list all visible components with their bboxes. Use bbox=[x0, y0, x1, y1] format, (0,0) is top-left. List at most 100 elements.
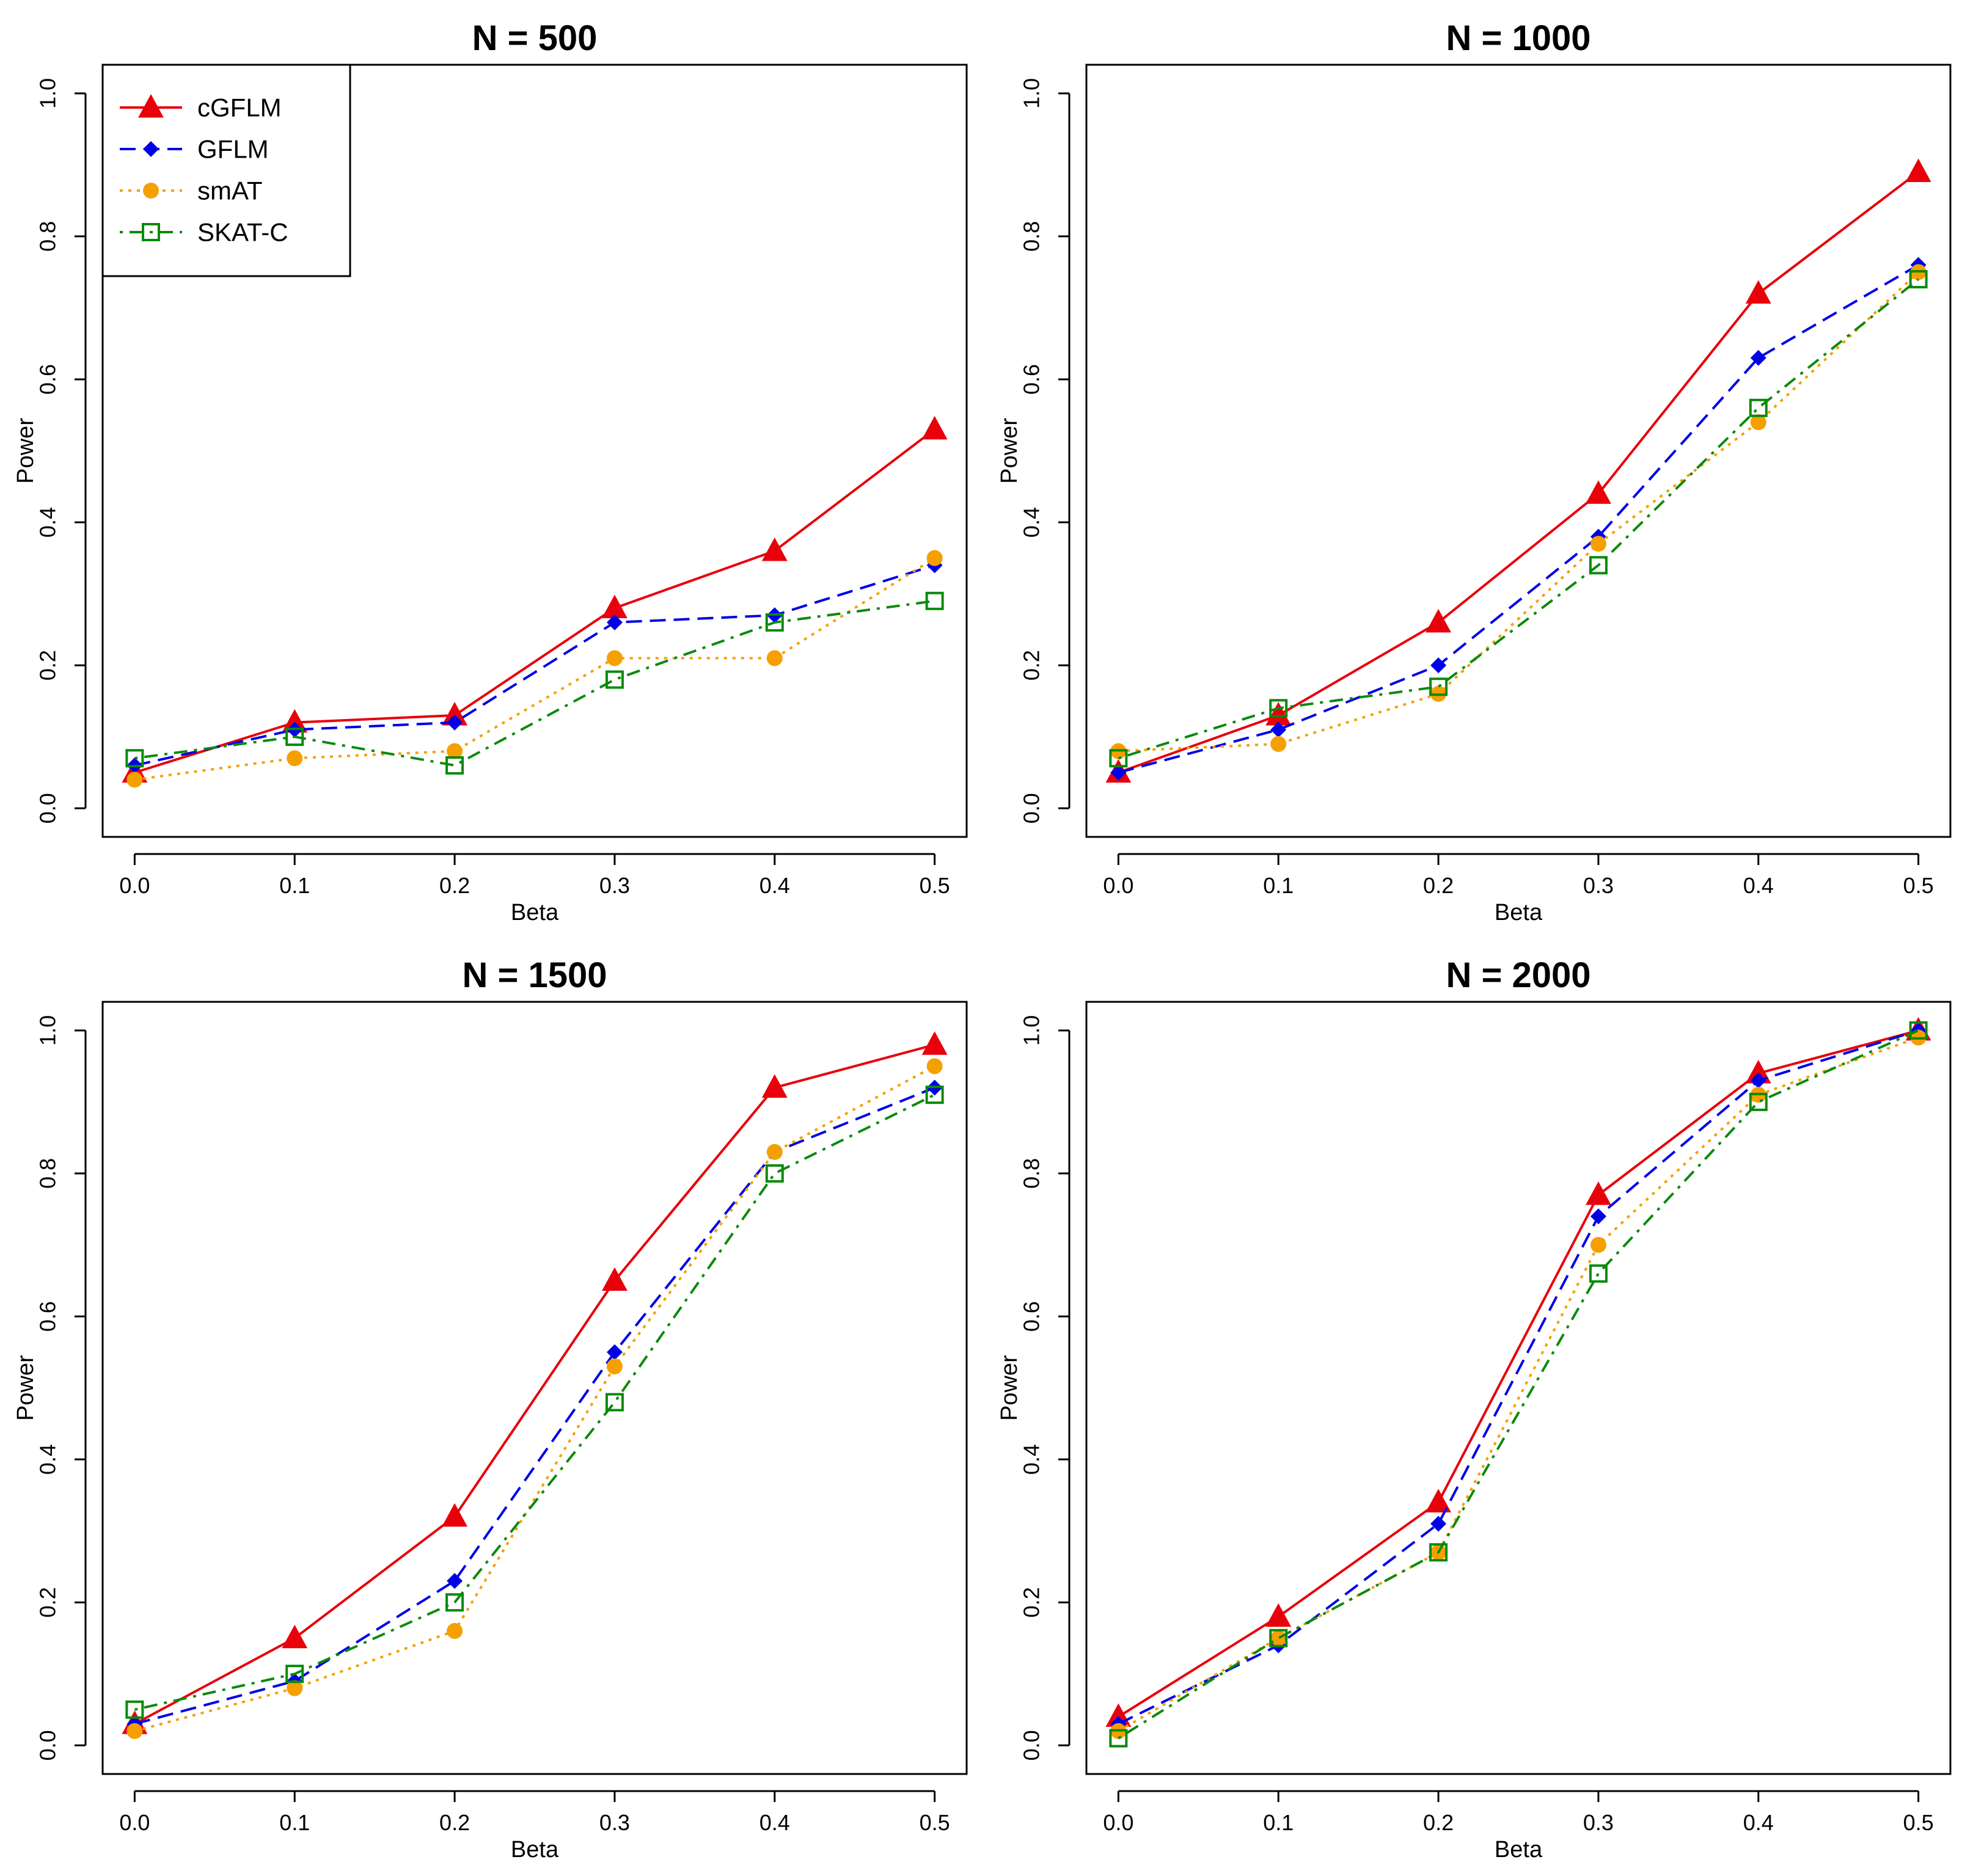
plot-frame bbox=[1085, 1001, 1952, 1775]
data-point bbox=[1905, 158, 1931, 183]
y-tick-label: 0.4 bbox=[35, 507, 60, 538]
data-point bbox=[1586, 480, 1611, 504]
data-point bbox=[282, 709, 308, 733]
y-tick-label: 0.0 bbox=[35, 793, 60, 823]
y-tick-label: 0.2 bbox=[1019, 1587, 1044, 1618]
x-tick-label: 0.4 bbox=[1743, 873, 1774, 898]
data-point bbox=[925, 1086, 944, 1104]
data-point bbox=[765, 1164, 784, 1183]
x-tick-label: 0.5 bbox=[920, 873, 950, 898]
data-point bbox=[761, 537, 788, 561]
data-point bbox=[1749, 398, 1768, 417]
data-point bbox=[606, 1358, 623, 1374]
data-point bbox=[442, 1503, 467, 1527]
plot-frame bbox=[1085, 64, 1952, 838]
data-point bbox=[1590, 1236, 1606, 1253]
data-point bbox=[125, 749, 144, 768]
y-tick-label: 0.4 bbox=[1019, 507, 1044, 538]
y-tick-label: 0.8 bbox=[1019, 221, 1044, 252]
x-tick-label: 0.4 bbox=[760, 1810, 790, 1835]
chart-panel-4: N = 2000 0.0 0.1 0.2 0.3 0.4 0.5 Beta 0.0 0.2 0.4 0… bbox=[997, 955, 1952, 1863]
data-point bbox=[1430, 657, 1447, 674]
series-gflm bbox=[1110, 1022, 1927, 1732]
data-point bbox=[1586, 1181, 1611, 1205]
series-skat-c bbox=[1109, 270, 1928, 768]
data-point bbox=[447, 1622, 463, 1639]
series-line bbox=[134, 564, 935, 767]
data-point bbox=[1589, 556, 1608, 575]
y-axis-label: Power bbox=[13, 1355, 38, 1421]
data-point bbox=[1749, 1092, 1768, 1111]
series-line bbox=[134, 1043, 935, 1725]
x-tick-label: 0.4 bbox=[1743, 1810, 1774, 1835]
x-tick-label: 0.0 bbox=[1103, 1810, 1133, 1835]
data-point bbox=[447, 743, 463, 759]
series-line bbox=[134, 1065, 935, 1732]
series-line bbox=[134, 428, 935, 774]
y-tick-label: 0.2 bbox=[35, 1587, 60, 1618]
series-line bbox=[1118, 1029, 1919, 1740]
legend-marker bbox=[142, 223, 160, 241]
y-tick-label: 0.0 bbox=[1019, 1730, 1044, 1761]
legend-marker bbox=[143, 183, 159, 199]
y-tick-label: 0.6 bbox=[35, 1301, 60, 1332]
data-point bbox=[445, 756, 464, 775]
x-tick-label: 0.2 bbox=[439, 1810, 470, 1835]
series-line bbox=[134, 557, 935, 781]
data-point bbox=[1429, 677, 1448, 696]
y-tick-label: 1.0 bbox=[1019, 78, 1044, 109]
x-tick-label: 0.1 bbox=[279, 873, 310, 898]
series-line bbox=[134, 1093, 935, 1711]
data-point bbox=[1426, 608, 1451, 633]
series-line bbox=[1118, 263, 1919, 774]
x-tick-label: 0.1 bbox=[1263, 1810, 1294, 1835]
y-tick-label: 0.8 bbox=[1019, 1158, 1044, 1189]
data-point bbox=[606, 614, 623, 630]
series-line bbox=[1118, 1036, 1919, 1732]
data-point bbox=[1270, 721, 1287, 738]
data-point bbox=[442, 702, 467, 726]
data-point bbox=[606, 1344, 623, 1360]
y-tick-label: 0.4 bbox=[35, 1444, 60, 1475]
y-tick-label: 0.4 bbox=[1019, 1444, 1044, 1475]
x-tick-label: 0.3 bbox=[599, 1810, 630, 1835]
plot-frame bbox=[101, 64, 968, 838]
data-point bbox=[1745, 280, 1771, 304]
legend-label: smAT bbox=[197, 177, 263, 205]
x-tick-label: 0.5 bbox=[920, 1810, 950, 1835]
data-point bbox=[282, 1624, 308, 1649]
x-tick-label: 0.3 bbox=[1583, 1810, 1614, 1835]
data-point bbox=[605, 1393, 624, 1412]
data-point bbox=[926, 1058, 943, 1075]
data-point bbox=[1265, 702, 1292, 726]
x-tick-label: 0.3 bbox=[1583, 873, 1614, 898]
x-tick-label: 0.2 bbox=[1423, 873, 1454, 898]
data-point bbox=[1590, 1208, 1606, 1225]
x-tick-label: 0.5 bbox=[1903, 1810, 1934, 1835]
data-point bbox=[921, 1031, 948, 1055]
data-point bbox=[925, 591, 944, 610]
data-point bbox=[287, 750, 303, 767]
x-axis-label: Beta bbox=[511, 1837, 559, 1863]
data-point bbox=[1430, 1516, 1447, 1532]
data-point bbox=[1109, 749, 1128, 768]
x-axis-label: Beta bbox=[1495, 900, 1543, 925]
series-line bbox=[134, 599, 935, 767]
x-tick-label: 0.5 bbox=[1903, 873, 1934, 898]
x-tick-label: 0.1 bbox=[1263, 873, 1294, 898]
series-cgflm bbox=[1105, 158, 1931, 783]
data-point bbox=[287, 1680, 303, 1696]
x-tick-label: 0.2 bbox=[439, 873, 470, 898]
x-tick-label: 0.0 bbox=[119, 873, 150, 898]
x-tick-label: 0.0 bbox=[1103, 873, 1133, 898]
y-tick-label: 0.6 bbox=[1019, 364, 1044, 395]
data-point bbox=[1909, 270, 1928, 289]
data-point bbox=[285, 1665, 304, 1684]
x-tick-label: 0.0 bbox=[119, 1810, 150, 1835]
chart-panel-3: N = 1500 0.0 0.1 0.2 0.3 0.4 0.5 Beta 0.0 0.2 0.4 0… bbox=[13, 955, 968, 1863]
data-point bbox=[1909, 1021, 1928, 1040]
series-skat-c bbox=[125, 1086, 944, 1719]
series-line bbox=[1118, 1029, 1919, 1718]
y-tick-label: 0.6 bbox=[35, 364, 60, 395]
data-point bbox=[1269, 699, 1288, 718]
